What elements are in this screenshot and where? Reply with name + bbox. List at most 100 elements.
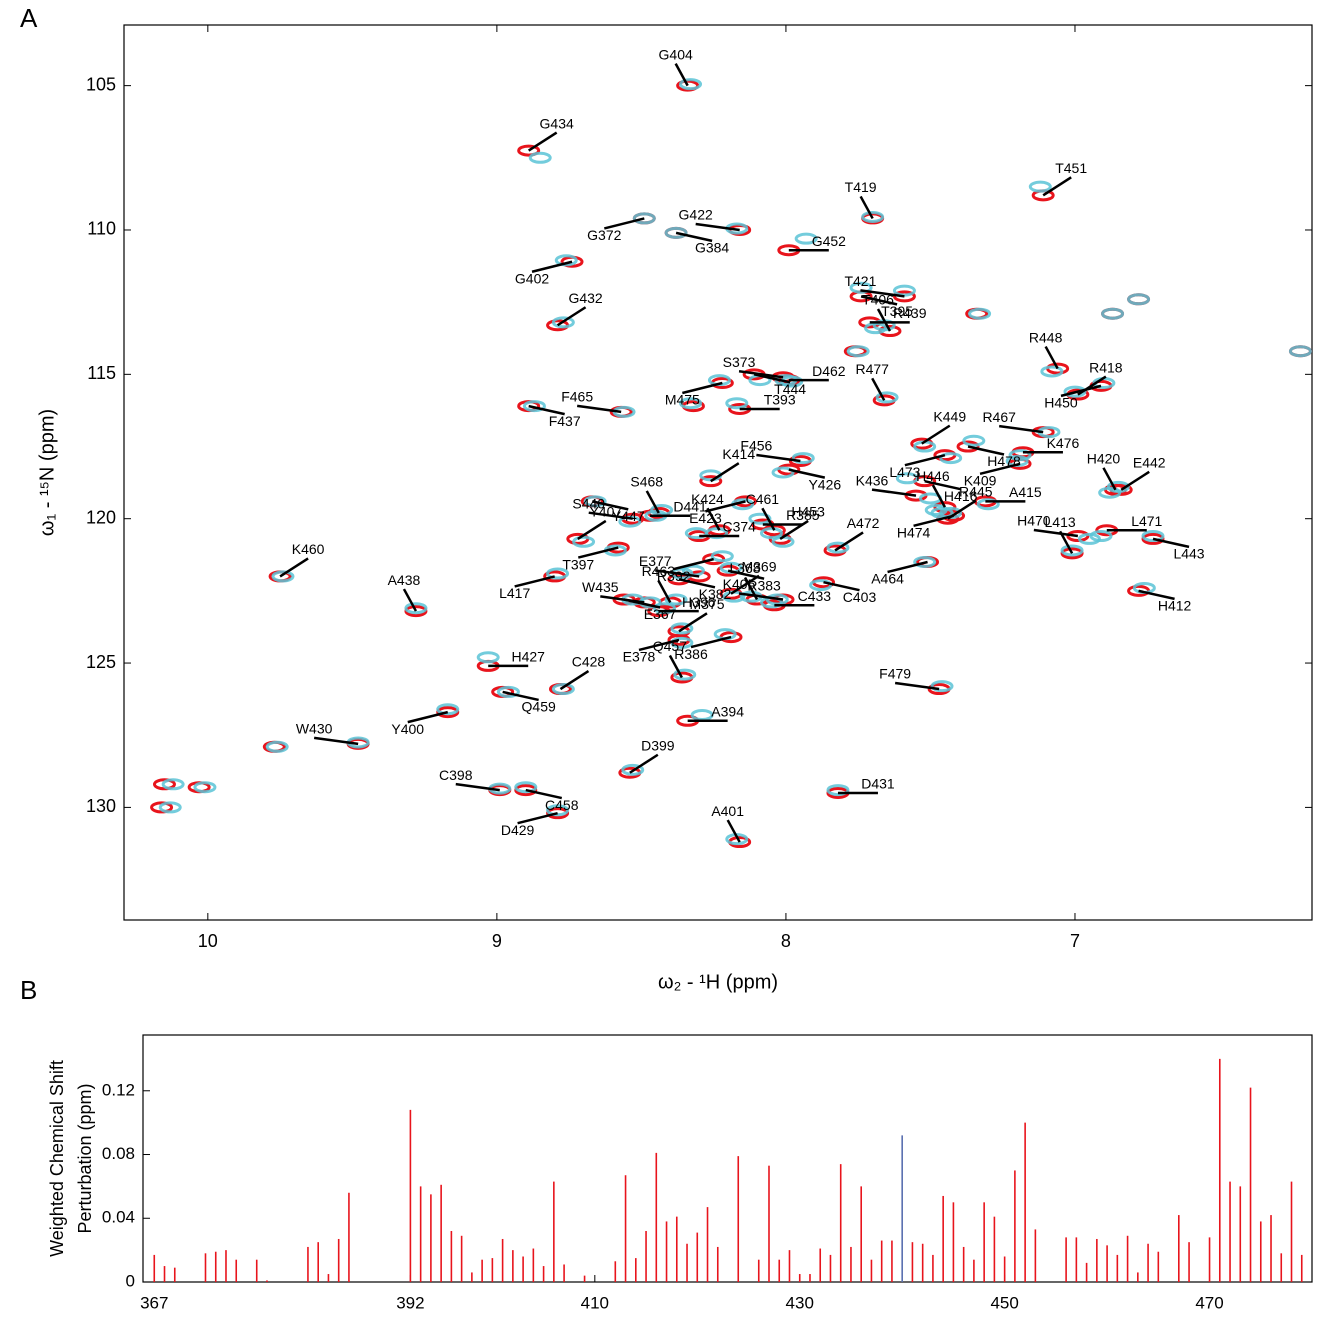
leader-line: [690, 635, 732, 649]
peak-label: M475: [665, 392, 700, 408]
leader-line: [629, 753, 659, 774]
y-tick-label: 115: [87, 363, 116, 383]
peak-label: K424: [691, 491, 724, 507]
peak-label: Y447: [612, 508, 645, 524]
y-axis-label: ω₁ - ¹⁵N (ppm): [36, 409, 58, 536]
x-tick-label: 8: [781, 931, 791, 951]
peak-label: E423: [689, 510, 722, 526]
leader-line: [576, 404, 622, 414]
leader-line: [788, 468, 826, 479]
peak-label: C428: [572, 654, 606, 670]
peak: [861, 210, 885, 223]
peak: [551, 316, 575, 329]
peak: [1077, 532, 1101, 545]
panel-label: B: [20, 975, 37, 1005]
peak-label: R448: [1029, 329, 1063, 345]
peak-label: Q457: [653, 638, 687, 654]
leader-line: [591, 500, 629, 511]
leader-line: [921, 424, 951, 445]
y-tick-label: 0.12: [102, 1080, 135, 1099]
peak-label: R383: [747, 577, 781, 593]
peak-label: Y426: [808, 476, 841, 492]
x-tick-label: 9: [492, 931, 502, 951]
peak: [690, 709, 714, 722]
leader-line: [313, 736, 359, 746]
peak: [528, 151, 552, 164]
leader-line: [1060, 384, 1102, 398]
peak-label: T421: [844, 273, 876, 289]
peak: [771, 466, 795, 479]
peak-label: R467: [982, 409, 1016, 425]
leader-line: [1058, 530, 1074, 554]
peak: [514, 781, 538, 794]
leader-line: [675, 231, 713, 243]
x-axis-label: ω₂ - ¹H (ppm): [658, 971, 778, 993]
peak-label: H396: [682, 594, 716, 610]
peak-label: E442: [1133, 455, 1166, 471]
peak: [826, 784, 850, 797]
peak: [621, 763, 645, 776]
leader-line: [834, 531, 864, 552]
plot-frame: [123, 24, 1313, 921]
peak: [517, 144, 541, 157]
leader-line: [682, 381, 723, 395]
y-tick-label: 0.04: [102, 1208, 135, 1227]
peak-label: S373: [723, 354, 756, 370]
peak: [1040, 365, 1064, 378]
leader-line: [556, 306, 587, 327]
peak: [546, 567, 570, 580]
peak: [1028, 180, 1052, 193]
peak-label: A472: [847, 515, 880, 531]
leader-line: [753, 373, 791, 384]
peak: [875, 391, 899, 404]
panel-label: A: [20, 3, 38, 33]
peak-label: D441: [673, 499, 707, 515]
peak-label: G452: [812, 233, 846, 249]
leader-line: [525, 788, 563, 800]
peak-label: M375: [689, 596, 724, 612]
peak-label: H450: [1044, 395, 1078, 411]
leader-line: [871, 488, 917, 497]
peak: [748, 512, 772, 525]
peak-label: H446: [916, 468, 950, 484]
peak-label: C403: [843, 589, 877, 605]
peak-label: C398: [439, 767, 473, 783]
peak: [1063, 385, 1087, 398]
peak-label: H416: [944, 488, 978, 504]
peak: [653, 602, 677, 615]
leader-line: [455, 782, 500, 792]
peak: [791, 452, 815, 465]
peak: [699, 475, 723, 488]
peak-label: L413: [1045, 514, 1076, 530]
peak: [1288, 345, 1312, 358]
peak-label: T393: [764, 392, 796, 408]
y-tick-label: 110: [87, 219, 116, 239]
peak-label: H453: [791, 504, 825, 520]
peak-label: G372: [587, 227, 621, 243]
leader-line: [655, 569, 700, 578]
leader-line: [823, 580, 860, 592]
leader-line: [559, 669, 590, 691]
peak: [710, 550, 734, 563]
peak-label: T419: [845, 179, 877, 195]
peak-label: K414: [722, 446, 755, 462]
leader-line: [645, 490, 660, 514]
leader-line: [588, 511, 633, 520]
leader-line: [860, 289, 905, 298]
leader-line: [924, 479, 961, 491]
peak: [496, 685, 520, 698]
leader-line: [402, 588, 418, 612]
y-tick-label: 120: [86, 507, 116, 527]
peak-label: G432: [568, 290, 602, 306]
peak-label: T451: [1055, 160, 1087, 176]
peak-label: C374: [722, 519, 756, 535]
peak-label: L471: [1131, 513, 1162, 529]
peak-label: F479: [879, 666, 911, 682]
peak: [1066, 530, 1090, 543]
leader-line: [706, 507, 721, 531]
peak: [404, 602, 428, 615]
leader-line: [674, 63, 689, 87]
peak: [930, 680, 954, 693]
peak: [546, 804, 570, 817]
